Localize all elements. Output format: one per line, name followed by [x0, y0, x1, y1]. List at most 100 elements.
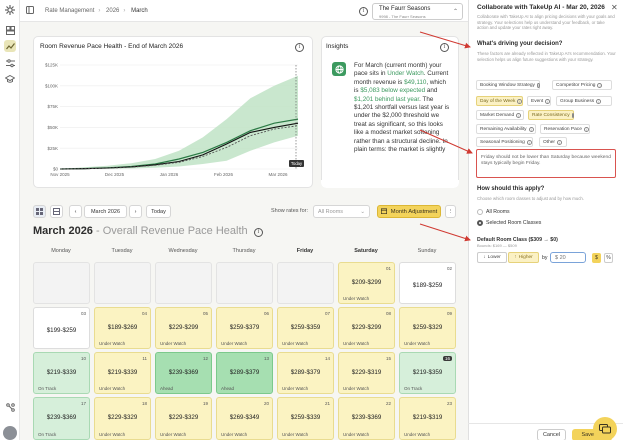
calendar-day-cell[interactable]: 22 $239-$369 Under Watch [338, 397, 395, 440]
chevron-left-icon: ‹ [74, 208, 77, 215]
day-number: 13 [263, 356, 269, 361]
reason-chip[interactable]: Seasonal Positioning i [476, 137, 533, 147]
reason-chip[interactable]: Event i [527, 96, 551, 106]
calendar-day-cell[interactable]: 17 $239-$369 On Track [33, 397, 90, 440]
calendar-day-cell[interactable]: 09 $259-$329 Under Watch [399, 307, 456, 349]
more-options-button[interactable]: ⋮ [445, 205, 456, 218]
day-number: 11 [142, 356, 147, 361]
all-rooms-radio[interactable] [477, 209, 483, 215]
calendar-day-cell[interactable]: 11 $219-$339 Under Watch [94, 352, 151, 394]
calendar-day-cell[interactable]: 01 $209-$299 Under Watch [338, 262, 395, 304]
reason-chip[interactable]: Rate Consistency i [528, 110, 575, 120]
avatar[interactable] [3, 426, 17, 440]
calendar-day-cell[interactable]: 21 $259-$339 Under Watch [277, 397, 334, 440]
next-month-button[interactable]: › [129, 205, 142, 218]
cancel-button[interactable]: Cancel [537, 429, 566, 440]
connect-icon[interactable] [4, 401, 16, 413]
higher-button[interactable]: ↑ Higher [508, 252, 539, 263]
info-icon[interactable]: i [516, 112, 522, 118]
unit-dollar-toggle[interactable]: $ [592, 253, 601, 263]
rate-range: $229-$329 [168, 414, 199, 421]
reason-chip[interactable]: Remaining Availability i [476, 124, 536, 134]
reason-chip-label: Group Business [560, 98, 595, 104]
day-number: 08 [385, 311, 391, 316]
pace-status-label: Under Watch [343, 296, 370, 301]
chart-icon[interactable] [4, 40, 16, 52]
list-view-button[interactable] [50, 205, 63, 218]
calendar-day-cell[interactable]: 12 $239-$369 Ahead [155, 352, 212, 394]
sidebar-toggle-icon[interactable] [26, 6, 34, 16]
reason-chip[interactable]: Other i [539, 137, 567, 147]
sliders-icon[interactable] [4, 57, 16, 69]
calendar-day-cell[interactable]: 13 $289-$379 Ahead [216, 352, 273, 394]
chat-icon [599, 424, 611, 434]
info-icon[interactable]: i [254, 228, 263, 237]
today-button[interactable]: Today [146, 205, 171, 218]
info-icon[interactable]: i [517, 98, 522, 104]
unit-percent-toggle[interactable]: % [604, 253, 613, 263]
save-changes-button[interactable]: Save Ch [572, 429, 612, 440]
info-icon[interactable]: i [295, 43, 304, 52]
calendar-day-cell[interactable]: 23 $219-$319 Under Watch [399, 397, 456, 440]
pace-status: Under Watch [387, 70, 424, 78]
calendar-day-cell[interactable]: 19 $229-$329 Under Watch [155, 397, 212, 440]
calendar-view-button[interactable] [33, 205, 46, 218]
calendar-day-cell[interactable]: 08 $229-$299 Under Watch [338, 307, 395, 349]
reason-chip[interactable]: Day of the Week i [476, 96, 523, 106]
info-icon[interactable]: i [596, 98, 602, 104]
logo-icon[interactable] [4, 4, 16, 16]
adjust-amount-input[interactable] [550, 252, 586, 263]
month-adjustment-button[interactable]: Month Adjustment [377, 205, 441, 218]
calendar-day-cell[interactable]: 15 $229-$319 Under Watch [338, 352, 395, 394]
selected-classes-radio[interactable] [477, 220, 483, 226]
info-icon[interactable]: i [359, 7, 368, 16]
reason-textarea[interactable]: Friday should not be lower than Saturday… [476, 149, 616, 178]
calendar-day-cell[interactable]: 16 $219-$359 On Track [399, 352, 456, 394]
calendar-day-cell[interactable]: 02 $189-$259 [399, 262, 456, 304]
calendar-day-cell[interactable]: 05 $229-$299 Under Watch [155, 307, 212, 349]
property-select[interactable]: The Faurr Seasons 9998 - The Faurr Seaso… [372, 3, 463, 20]
info-icon[interactable]: i [571, 112, 575, 118]
calendar-day-cell[interactable]: 03 $199-$259 [33, 307, 90, 349]
breadcrumb-item[interactable]: 2026 [106, 8, 120, 14]
calendar-day-cell[interactable]: 06 $259-$379 Under Watch [216, 307, 273, 349]
info-icon[interactable]: i [545, 98, 550, 104]
close-icon[interactable]: ✕ [611, 3, 618, 12]
chat-button[interactable] [593, 417, 617, 440]
reason-chip[interactable]: Market Demand i [476, 110, 524, 120]
calendar-day-cell[interactable]: 04 $189-$269 Under Watch [94, 307, 151, 349]
info-icon[interactable]: i [440, 43, 449, 52]
day-number: 05 [202, 311, 208, 316]
calendar-day-cell[interactable]: 07 $259-$359 Under Watch [277, 307, 334, 349]
calendar-day-cell[interactable]: 14 $289-$379 Under Watch [277, 352, 334, 394]
calendar-day-cell[interactable]: 20 $269-$349 Under Watch [216, 397, 273, 440]
info-icon[interactable]: i [536, 82, 540, 88]
layout-icon[interactable] [4, 24, 16, 36]
calendar-day-cell[interactable]: 18 $229-$329 Under Watch [94, 397, 151, 440]
pace-status-label: Under Watch [282, 432, 309, 437]
bounds-label: Bounds: $169 — $509 [477, 243, 517, 248]
prev-month-button[interactable]: ‹ [69, 205, 82, 218]
reason-chip[interactable]: Group Business i [556, 96, 612, 106]
x-tick-label: Jan 2026 [160, 172, 179, 177]
y-tick-label: $25K [47, 146, 58, 151]
info-icon[interactable]: i [583, 126, 589, 132]
reason-chip[interactable]: Booking Window Strategy i [476, 80, 540, 90]
calendar-day-cell[interactable]: 10 $219-$339 On Track [33, 352, 90, 394]
breadcrumb-item[interactable]: Rate Management [45, 8, 95, 14]
reason-chip[interactable]: Competitor Pricing i [552, 80, 612, 90]
reason-chip[interactable]: Reservation Pace i [540, 124, 590, 134]
day-number: 07 [324, 311, 330, 316]
rate-range: $229-$299 [351, 324, 382, 331]
info-icon[interactable]: i [557, 139, 562, 145]
info-icon[interactable]: i [526, 139, 532, 145]
lower-button[interactable]: ↓ Lower [477, 252, 507, 263]
graduation-cap-icon[interactable] [4, 73, 16, 85]
room-filter-select[interactable]: All Rooms ⌄ [313, 205, 370, 218]
below-expected: $5,083 below expected [360, 87, 426, 95]
chevron-right-icon: › [123, 8, 126, 14]
info-icon[interactable]: i [528, 126, 534, 132]
chevron-right-icon: › [98, 8, 101, 14]
calendar-title: March 2026 - Overall Revenue Pace Health [33, 225, 248, 237]
info-icon[interactable]: i [597, 82, 603, 88]
